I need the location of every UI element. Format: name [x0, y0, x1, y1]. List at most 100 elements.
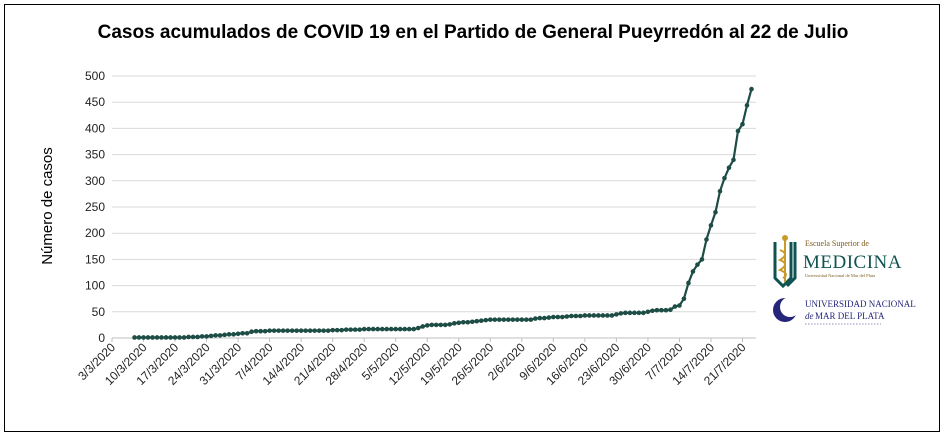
data-point [659, 307, 664, 313]
data-point [235, 331, 241, 337]
data-point [744, 103, 750, 108]
data-point [406, 326, 412, 332]
data-point [177, 335, 182, 340]
x-axis-ticks: 3/3/202010/3/202017/3/202024/3/202031/3/… [75, 338, 749, 388]
data-point [690, 269, 696, 274]
data-point [654, 307, 660, 313]
data-point [573, 313, 579, 319]
data-point [325, 328, 331, 333]
data-point [226, 332, 232, 337]
caduceus-shield-icon [773, 235, 797, 288]
data-point [497, 317, 502, 322]
data-point [460, 319, 466, 325]
data-point [271, 328, 277, 333]
data-point [199, 334, 205, 339]
data-point [510, 317, 516, 322]
data-point [168, 335, 173, 340]
data-point [415, 325, 421, 331]
y-tick-label: 300 [85, 174, 105, 188]
data-point [393, 326, 399, 332]
data-point [388, 326, 394, 332]
data-point [474, 318, 480, 324]
data-point [231, 332, 236, 337]
data-point [731, 157, 736, 163]
y-tick-label: 150 [85, 252, 105, 266]
data-point [456, 320, 462, 326]
data-point [132, 335, 137, 340]
data-point [303, 328, 308, 333]
data-point [560, 314, 565, 320]
data-point [307, 328, 313, 333]
universidad-mdp-logo: UNIVERSIDAD NACIONAL de MAR DEL PLATA [773, 297, 916, 325]
data-point [312, 328, 317, 333]
data-point [195, 334, 200, 340]
data-point [578, 313, 583, 319]
data-point [506, 317, 511, 322]
data-point [645, 309, 651, 315]
data-point [289, 328, 295, 333]
data-point [451, 321, 457, 326]
series-line [134, 88, 753, 339]
data-point [542, 315, 547, 321]
data-point [735, 128, 741, 134]
data-point [150, 335, 155, 340]
data-point [609, 313, 615, 318]
data-point [316, 328, 322, 333]
data-point [159, 335, 164, 340]
data-point [695, 262, 700, 267]
data-point [501, 317, 507, 322]
data-point [569, 313, 574, 319]
data-point [708, 223, 714, 228]
data-point [280, 328, 286, 333]
data-point [627, 310, 633, 316]
logo-unmdp-line1: UNIVERSIDAD NACIONAL [805, 299, 916, 309]
data-point [339, 327, 344, 333]
data-point [145, 335, 151, 340]
y-axis-ticks: 0 50 100 150 200 250 300 350 400 450 500 [85, 69, 105, 345]
data-point [546, 315, 552, 320]
data-point [551, 314, 556, 320]
data-point [524, 317, 529, 322]
data-point [186, 334, 191, 340]
data-point [537, 315, 543, 321]
data-point [348, 327, 353, 332]
data-point [749, 86, 754, 92]
logo-medicina-line2: MEDICINA [803, 252, 902, 273]
data-point [605, 313, 610, 318]
data-point [447, 322, 453, 327]
escuela-medicina-logo: Escuela Superior de MEDICINA Universidad… [773, 235, 902, 288]
data-point [208, 333, 214, 339]
data-point [366, 326, 371, 332]
data-point [438, 322, 444, 328]
data-point [375, 326, 381, 332]
data-point [424, 323, 430, 328]
data-point [141, 335, 146, 340]
y-tick-label: 500 [85, 69, 105, 83]
data-point [204, 334, 209, 339]
data-point [217, 333, 223, 338]
y-tick-label: 400 [85, 121, 105, 135]
chart-title: Casos acumulados de COVID 19 en el Parti… [97, 22, 849, 43]
data-point [163, 335, 169, 340]
chart-frame [4, 4, 940, 432]
data-point [249, 329, 254, 335]
data-point [515, 317, 520, 322]
data-point [253, 328, 259, 334]
data-point [533, 316, 538, 321]
data-point [370, 326, 376, 332]
data-point [433, 322, 439, 328]
data-point [623, 310, 628, 316]
data-point [699, 257, 705, 262]
data-point [478, 318, 484, 324]
data-point [258, 328, 263, 334]
data-point [465, 319, 471, 325]
data-point [722, 175, 727, 181]
data-point [343, 327, 349, 332]
data-point [681, 296, 687, 302]
data-point [672, 304, 678, 309]
data-point [420, 324, 426, 329]
data-point [357, 327, 362, 332]
data-point [276, 328, 281, 333]
data-point [650, 308, 655, 314]
